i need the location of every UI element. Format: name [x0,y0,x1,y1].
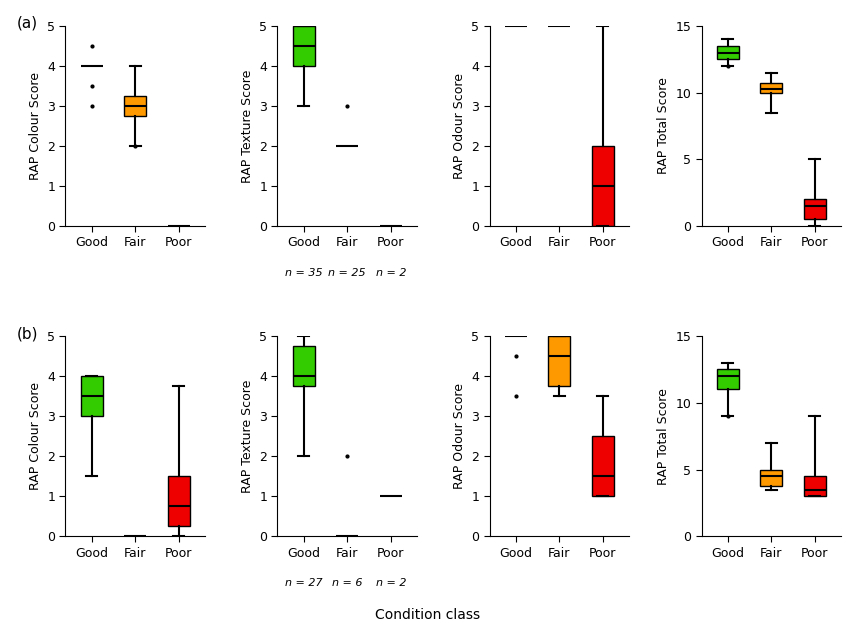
Text: n = 25: n = 25 [329,268,366,278]
PathPatch shape [80,376,103,416]
Text: (b): (b) [16,326,39,341]
Text: n = 35: n = 35 [285,268,323,278]
Text: n = 2: n = 2 [376,578,406,588]
PathPatch shape [760,470,782,486]
Y-axis label: RAP Total Score: RAP Total Score [657,78,669,175]
PathPatch shape [549,336,570,386]
Y-axis label: RAP Texture Score: RAP Texture Score [241,379,253,493]
PathPatch shape [716,369,739,389]
PathPatch shape [804,476,826,496]
Text: n = 6: n = 6 [332,578,362,588]
PathPatch shape [592,146,614,226]
Y-axis label: RAP Odour Score: RAP Odour Score [453,73,466,179]
PathPatch shape [804,200,826,219]
PathPatch shape [124,96,146,116]
Y-axis label: RAP Texture Score: RAP Texture Score [241,69,253,183]
PathPatch shape [760,83,782,93]
Y-axis label: RAP Colour Score: RAP Colour Score [28,72,41,180]
Y-axis label: RAP Total Score: RAP Total Score [657,387,669,485]
Text: n = 2: n = 2 [376,268,406,278]
Text: Condition class: Condition class [376,608,480,622]
Text: n = 27: n = 27 [285,578,323,588]
PathPatch shape [716,46,739,59]
PathPatch shape [592,436,614,496]
PathPatch shape [293,26,314,66]
Y-axis label: RAP Odour Score: RAP Odour Score [453,383,466,489]
Text: (a): (a) [16,16,38,31]
Y-axis label: RAP Colour Score: RAP Colour Score [28,382,41,490]
PathPatch shape [293,346,314,386]
PathPatch shape [168,476,190,526]
